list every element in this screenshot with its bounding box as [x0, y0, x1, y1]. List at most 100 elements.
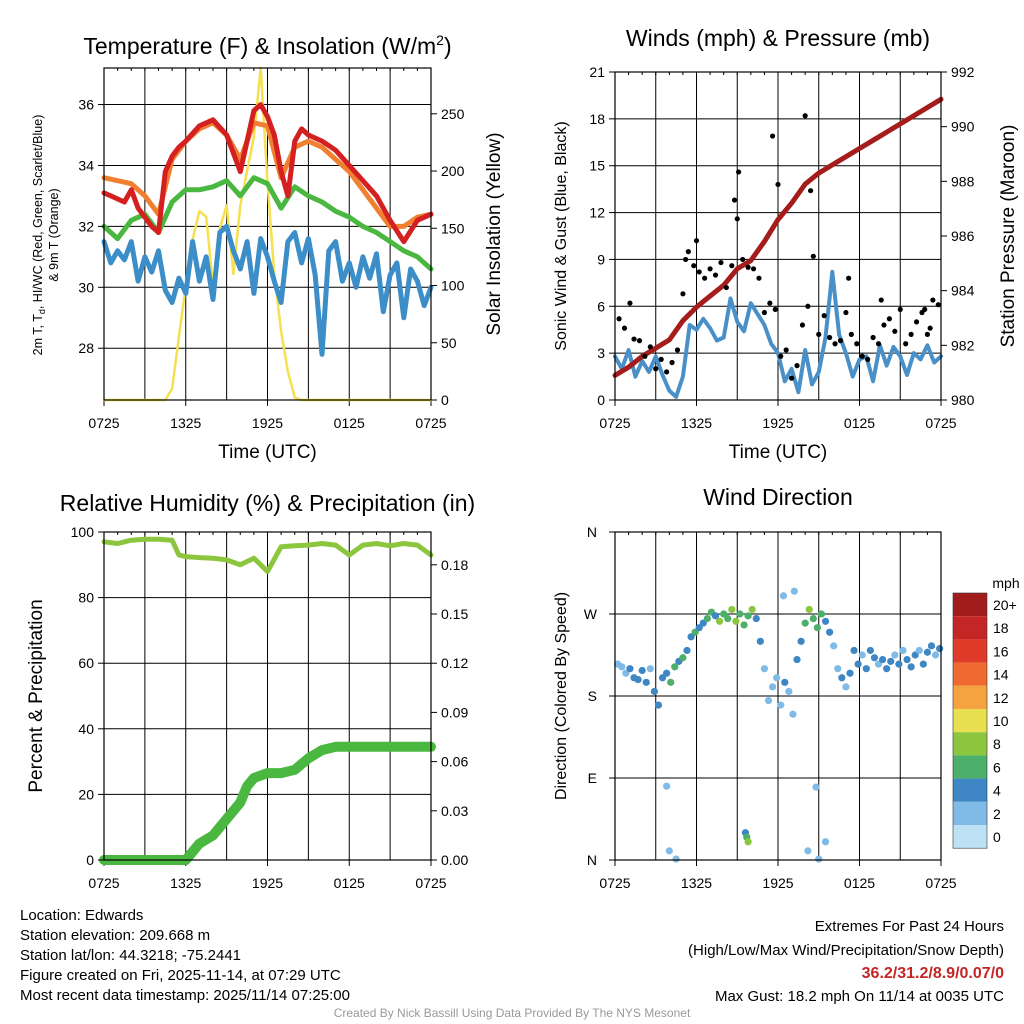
dir-point [773, 674, 781, 682]
colorbar-label: 12 [993, 690, 1009, 706]
gust-point [712, 272, 719, 278]
dir-point [768, 683, 777, 691]
dir-point [878, 655, 887, 664]
rh-ytick-label: 80 [78, 590, 94, 606]
dir-point [779, 592, 788, 600]
wind-y2tick-label: 990 [951, 119, 975, 135]
rh-ytick-label: 60 [78, 655, 94, 671]
gust-point [723, 284, 729, 291]
gust-point [664, 369, 670, 375]
colorbar-label: 4 [993, 783, 1001, 799]
colorbar-label: 6 [993, 759, 1001, 775]
temp-xtick-label: 0725 [88, 415, 119, 431]
dir-point [703, 614, 711, 623]
gust-point [848, 331, 854, 337]
colorbar-swatch [953, 685, 987, 709]
gust-point [761, 309, 768, 316]
dir-point [801, 619, 809, 627]
dir-ytick-label: S [588, 688, 597, 704]
temp-ylabel-line2: & 9m T (Orange) [47, 188, 61, 281]
dir-point [842, 683, 850, 691]
temp-ytick-label: 28 [78, 340, 94, 356]
temp-series-2m-temperature [101, 102, 434, 245]
temp-ytick-label: 30 [78, 279, 94, 295]
gust-point [734, 216, 740, 222]
gust-point [702, 275, 708, 281]
gust-point [691, 263, 697, 269]
gust-point [854, 341, 860, 347]
colorbar-swatch [953, 732, 987, 756]
dir-point [789, 710, 797, 718]
colorbar-unit: mph [992, 575, 1019, 591]
dir-point [724, 614, 732, 623]
temp-xtick-label: 1325 [170, 415, 201, 431]
temp-series-hi-wc [101, 223, 434, 357]
dir-point [740, 621, 748, 629]
dir-point [752, 614, 760, 623]
extremes-values: 36.2/31.2/8.9/0.07/0 [861, 965, 1004, 982]
gust-point [772, 306, 778, 313]
gust-point [775, 181, 781, 188]
dir-point [732, 617, 740, 625]
colorbar-label: 0 [993, 829, 1001, 845]
gust-point [810, 253, 816, 259]
dir-point [809, 614, 817, 623]
dir-point [891, 651, 899, 659]
wind-ytick-label: 6 [597, 298, 605, 314]
colorbar-label: 18 [993, 620, 1009, 636]
dir-point [830, 642, 838, 650]
gust-point [816, 331, 822, 337]
dir-point [654, 701, 663, 709]
dir-point [899, 646, 907, 655]
gust-point [821, 313, 827, 319]
wind-xtick-label: 0725 [925, 415, 956, 431]
dir-point [642, 678, 650, 686]
gust-point [778, 353, 784, 359]
gust-point [913, 319, 920, 325]
rh-y2tick-label: 0.15 [441, 606, 468, 622]
rh-ytick-label: 40 [78, 721, 94, 737]
wind-ytick-label: 18 [589, 111, 605, 127]
footer-latlon: Station lat/lon: 44.3218; -75.2441 [20, 947, 242, 964]
gust-point [636, 338, 643, 344]
gust-point [693, 238, 700, 244]
rh-series-relative-humidity [101, 536, 434, 574]
gust-point [808, 188, 814, 194]
dir-title: Wind Direction [703, 484, 853, 510]
gust-point [846, 275, 852, 281]
dir-point [618, 663, 626, 671]
temp-title: Temperature (F) & Insolation (W/m2) [83, 32, 451, 59]
colorbar-swatch [953, 593, 987, 617]
gust-point [731, 197, 738, 203]
rh-y2tick-label: 0.09 [441, 704, 468, 720]
dir-point [760, 665, 769, 673]
colorbar-swatch [953, 778, 987, 802]
dir-point [903, 655, 911, 664]
dir-point [923, 648, 932, 656]
wind-xtick-label: 1325 [681, 415, 712, 431]
gust-point [683, 256, 689, 263]
gust-point [647, 344, 653, 350]
temp-ytick-label: 34 [78, 157, 94, 173]
dir-point [626, 665, 634, 673]
dir-point [817, 610, 826, 618]
dir-ytick-label: N [587, 524, 597, 540]
wind-y2tick-label: 992 [951, 64, 975, 80]
dir-point [834, 665, 842, 673]
gust-point [935, 302, 941, 308]
dir-point [790, 587, 798, 595]
gust-point [783, 347, 789, 353]
dir-point [667, 678, 675, 686]
footer-recent: Most recent data timestamp: 2025/11/14 0… [20, 987, 350, 1004]
wind-xtick-label: 0125 [844, 415, 875, 431]
rh-y2tick-label: 0.12 [441, 655, 468, 671]
temp-y2tick-label: 100 [441, 278, 465, 294]
credit-line: Created By Nick Bassill Using Data Provi… [333, 1006, 691, 1020]
colorbar-swatch [953, 709, 987, 733]
wind-ylabel2: Station Pressure (Maroon) [998, 125, 1019, 348]
rh-ylabel: Percent & Precipitation [26, 599, 47, 792]
dir-point [665, 847, 673, 855]
dir-ytick-label: N [587, 852, 597, 868]
gust-point [627, 300, 633, 306]
